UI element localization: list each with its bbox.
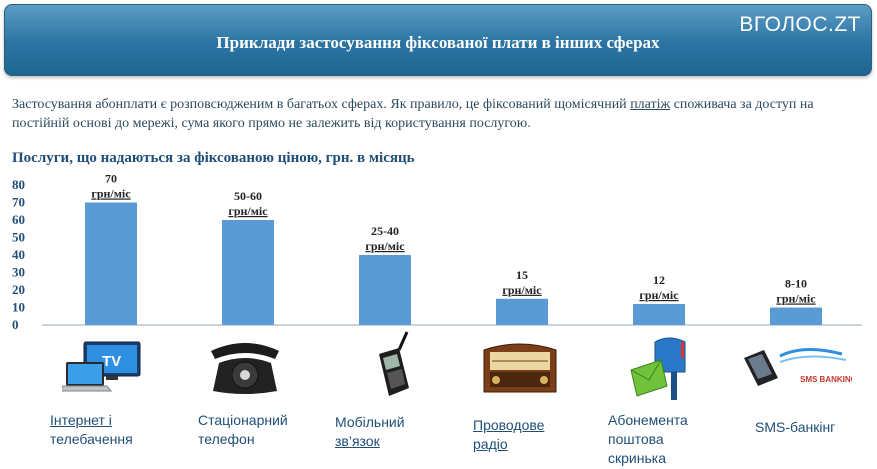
mobile-phone-icon xyxy=(379,331,409,396)
category-label-line: скринька xyxy=(608,450,666,466)
y-tick-label: 30 xyxy=(12,265,25,280)
bar-value-label: 15 xyxy=(516,268,528,282)
y-tick-label: 80 xyxy=(12,177,25,192)
category-label-line: поштова xyxy=(608,431,664,447)
category-label-mailbox: Абонемента поштова скринька xyxy=(608,411,688,468)
bar-unit-label: грн/міс xyxy=(639,288,679,302)
category-label-internet: Інтернет і телебачення xyxy=(50,411,133,449)
bar xyxy=(633,304,685,325)
bar-unit-label: грн/міс xyxy=(228,204,268,218)
page-title: Приклади застосування фіксованої плати в… xyxy=(216,33,660,52)
sms-icon-text: SMS BANKING xyxy=(800,375,852,384)
bar-value-label: 12 xyxy=(653,273,665,287)
category-label-line: зв’язок xyxy=(335,433,380,449)
category-label-line: Мобільний xyxy=(335,414,405,430)
rotary-phone-icon xyxy=(211,343,279,394)
bar-unit-label: грн/міс xyxy=(91,187,131,201)
site-logo: ВГОЛОС.ZT xyxy=(739,13,861,36)
bar-unit-label: грн/міс xyxy=(502,283,542,297)
chart-title: Послуги, що надаються за фіксованою ціно… xyxy=(12,150,415,166)
intro-text-part1: Застосування абонплати є розповсюдженим … xyxy=(12,97,631,112)
category-label-line: Стаціонарний xyxy=(198,412,288,428)
bar xyxy=(770,307,822,325)
bar-unit-label: грн/міс xyxy=(365,239,405,253)
y-tick-label: 10 xyxy=(12,300,25,315)
category-label-radio: Проводове радіо xyxy=(473,416,544,454)
category-label-landline: Стаціонарний телефон xyxy=(198,411,288,449)
category-label-line: Проводове xyxy=(473,417,545,433)
category-label-mobile: Мобільний зв’язок xyxy=(335,413,405,451)
category-label-line: телебачення xyxy=(50,431,133,447)
category-label-line: Інтернет і xyxy=(50,412,112,428)
category-label-sms: SMS-банкінг xyxy=(755,418,835,437)
header-banner: Приклади застосування фіксованої плати в… xyxy=(4,4,872,76)
bar xyxy=(359,255,411,325)
bar-value-label: 8-10 xyxy=(785,277,807,291)
bar xyxy=(222,220,274,325)
bar xyxy=(85,202,137,325)
y-tick-label: 50 xyxy=(12,230,25,245)
y-tick-label: 20 xyxy=(12,282,25,297)
category-label-line: SMS-банкінг xyxy=(755,419,836,435)
category-label-line: радіо xyxy=(473,436,508,452)
tv-laptop-icon: TV xyxy=(62,341,141,392)
mailbox-icon xyxy=(630,337,686,400)
bar-value-label: 25-40 xyxy=(371,224,399,238)
y-tick-label: 60 xyxy=(12,212,25,227)
intro-link-payment[interactable]: платіж xyxy=(630,97,671,112)
bar-value-label: 70 xyxy=(105,175,117,186)
svg-text:TV: TV xyxy=(102,353,121,370)
y-tick-label: 0 xyxy=(12,317,19,332)
sms-banking-icon: SMS BANKING xyxy=(744,347,852,386)
bar xyxy=(496,298,548,325)
y-tick-label: 40 xyxy=(12,247,25,262)
category-label-line: Абонемента xyxy=(608,412,688,428)
intro-text-part2: споживача за доступ на постійній основі … xyxy=(12,97,814,131)
radio-icon xyxy=(483,343,557,393)
bar-value-label: 50-60 xyxy=(234,189,262,203)
intro-paragraph: Застосування абонплати є розповсюдженим … xyxy=(12,95,864,133)
category-label-line: телефон xyxy=(198,431,255,447)
y-tick-label: 70 xyxy=(12,195,25,210)
bar-unit-label: грн/міс xyxy=(776,292,816,306)
